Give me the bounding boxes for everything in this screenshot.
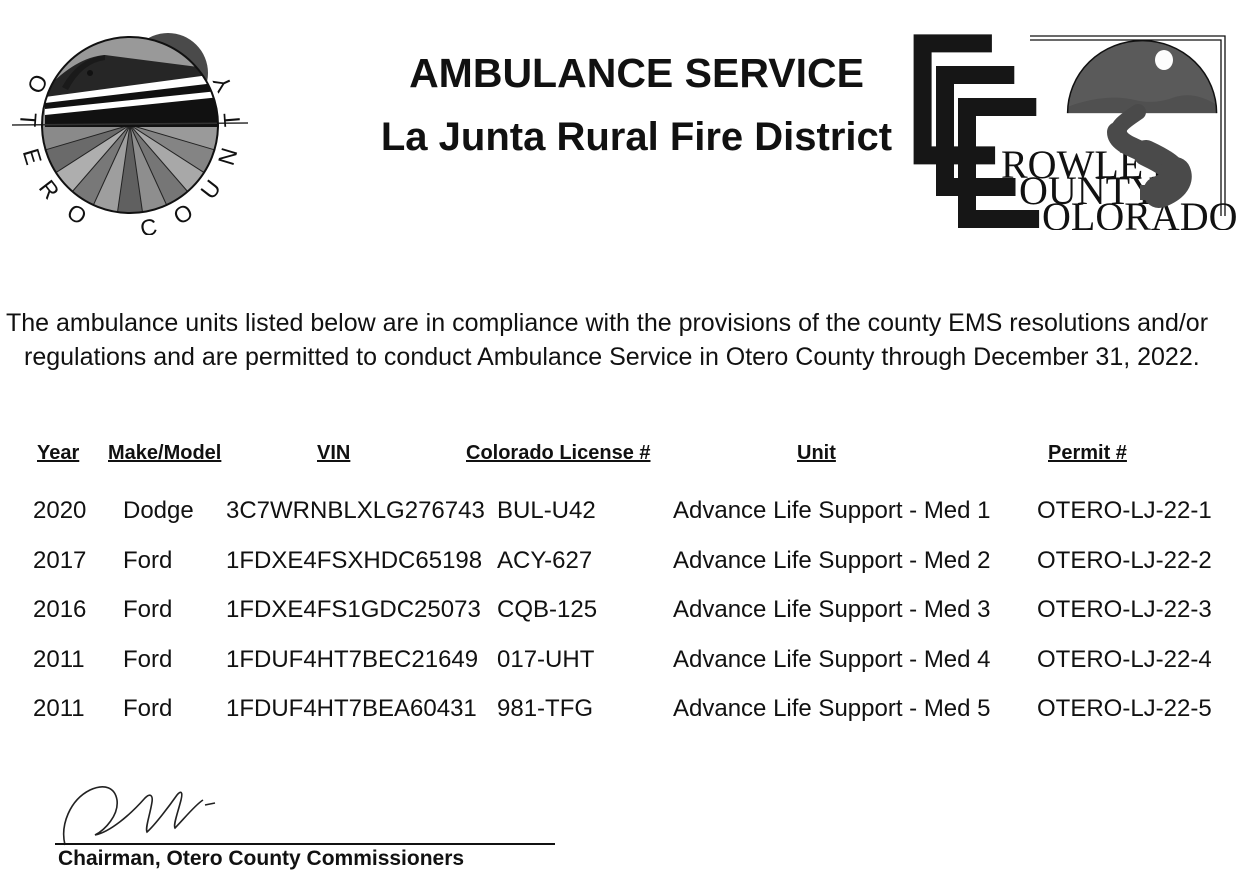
svg-text:OLORADO: OLORADO bbox=[1042, 194, 1238, 230]
svg-text:Y: Y bbox=[207, 71, 237, 96]
svg-text:E: E bbox=[18, 145, 47, 167]
svg-text:O: O bbox=[22, 70, 53, 97]
svg-text:C: C bbox=[138, 213, 159, 235]
svg-text:T: T bbox=[218, 112, 245, 128]
svg-text:O: O bbox=[169, 198, 198, 230]
svg-text:N: N bbox=[213, 145, 243, 168]
svg-text:O: O bbox=[62, 198, 91, 230]
svg-text:T: T bbox=[15, 112, 42, 128]
